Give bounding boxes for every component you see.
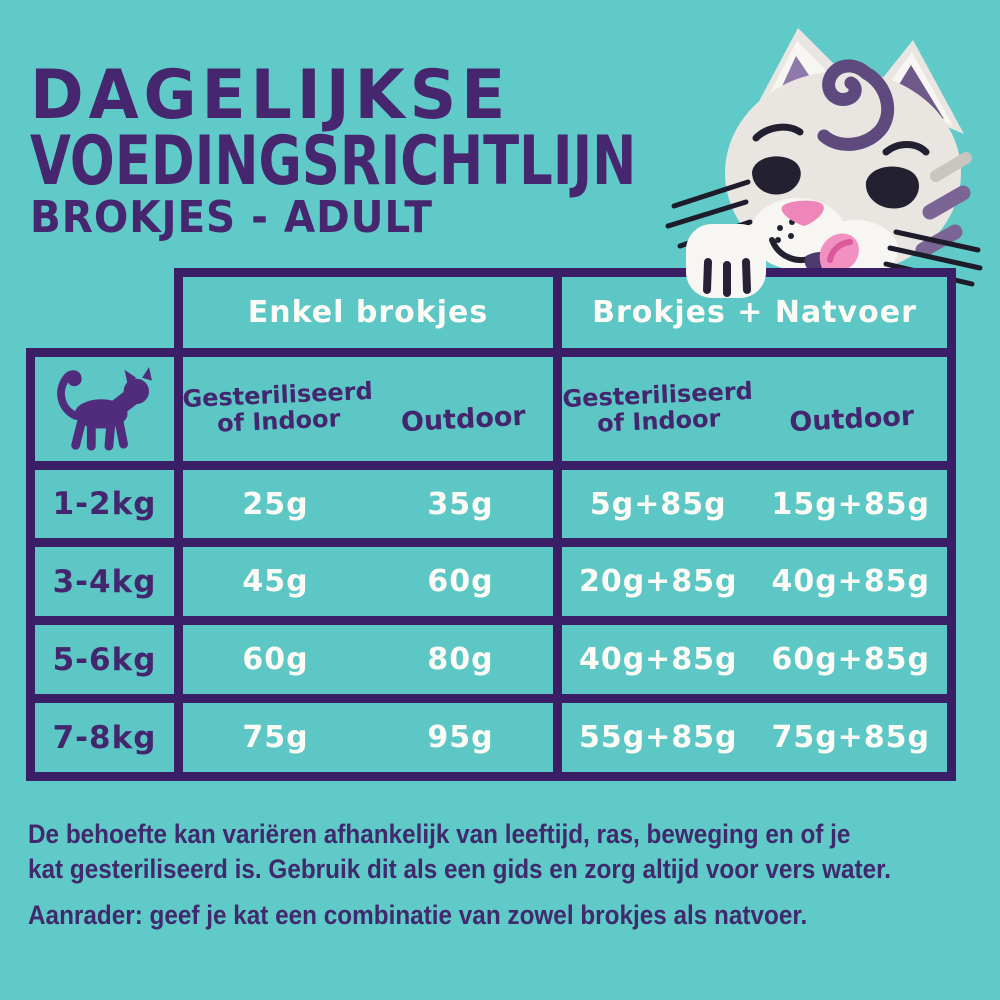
value-mix-outdoor: 75g+85g xyxy=(771,720,931,755)
value-mix-indoor: 20g+85g xyxy=(578,564,738,599)
subheader-dry-indoor: Gesteriliseerd of Indoor xyxy=(182,377,374,439)
weight-column-header xyxy=(26,348,183,470)
nose xyxy=(781,200,824,226)
mix-values-1-2kg: 5g+85g 15g+85g xyxy=(553,461,956,547)
value-mix-indoor: 55g+85g xyxy=(578,720,738,755)
value-dry-indoor: 60g xyxy=(242,642,309,677)
subheader-mix-outdoor: Outdoor xyxy=(788,400,915,438)
group-header-dry-only-label: Enkel brokjes xyxy=(247,295,489,330)
left-eyebrow xyxy=(752,123,804,142)
right-eye xyxy=(865,166,919,209)
value-dry-outdoor: 60g xyxy=(427,564,494,599)
recommendation-text: Aanrader: geef je kat een combinatie van… xyxy=(28,900,808,930)
subheader-mix-indoor: Gesteriliseerd of Indoor xyxy=(561,377,756,439)
feeding-note-line2: kat gesteriliseerd is. Gebruik dit als e… xyxy=(28,854,891,884)
group-header-dry-only: Enkel brokjes xyxy=(174,268,562,357)
weight-cell-5-6kg: 5-6kg xyxy=(26,616,183,703)
page-title-line1: DAGELIJKSE xyxy=(30,56,511,135)
mix-values-7-8kg: 55g+85g 75g+85g xyxy=(553,694,956,781)
subheader-dry: Gesteriliseerd of Indoor Outdoor xyxy=(174,348,562,470)
value-mix-indoor: 40g+85g xyxy=(578,642,738,677)
mix-values-5-6kg: 40g+85g 60g+85g xyxy=(553,616,956,703)
mix-values-3-4kg: 20g+85g 40g+85g xyxy=(553,538,956,625)
feeding-note: De behoefte kan variëren afhankelijk van… xyxy=(28,817,891,887)
right-eyebrow xyxy=(882,141,930,156)
page-subtitle: BROKJES - ADULT xyxy=(30,192,433,243)
value-mix-indoor: 5g+85g xyxy=(589,486,727,522)
value-mix-outdoor: 60g+85g xyxy=(771,642,931,677)
left-eye xyxy=(752,156,801,195)
value-dry-indoor: 25g xyxy=(242,486,309,522)
dry-values-5-6kg: 60g 80g xyxy=(174,616,562,703)
forehead-ampersand-mark xyxy=(822,59,873,106)
weight-cell-1-2kg: 1-2kg xyxy=(26,461,183,547)
cat-paw-illustration xyxy=(686,224,766,298)
value-dry-outdoor: 80g xyxy=(427,642,494,677)
value-mix-outdoor: 15g+85g xyxy=(771,486,931,522)
value-dry-indoor: 45g xyxy=(242,564,309,599)
value-dry-indoor: 75g xyxy=(242,720,309,755)
group-header-dry-plus-wet-label: Brokjes + Natvoer xyxy=(592,295,917,330)
subheader-dry-outdoor: Outdoor xyxy=(400,400,527,438)
dry-values-1-2kg: 25g 35g xyxy=(174,461,562,547)
cat-silhouette-icon xyxy=(56,366,152,451)
value-dry-outdoor: 35g xyxy=(427,486,494,522)
feeding-note-line1: De behoefte kan variëren afhankelijk van… xyxy=(28,819,851,849)
dry-values-7-8kg: 75g 95g xyxy=(174,694,562,781)
subheader-mix: Gesteriliseerd of Indoor Outdoor xyxy=(553,348,956,470)
value-dry-outdoor: 95g xyxy=(427,720,494,755)
weight-cell-3-4kg: 3-4kg xyxy=(26,538,183,625)
page-title-line2: VOEDINGSRICHTLIJN xyxy=(30,122,637,201)
value-mix-outdoor: 40g+85g xyxy=(771,564,931,599)
weight-cell-7-8kg: 7-8kg xyxy=(26,694,183,781)
dry-values-3-4kg: 45g 60g xyxy=(174,538,562,625)
